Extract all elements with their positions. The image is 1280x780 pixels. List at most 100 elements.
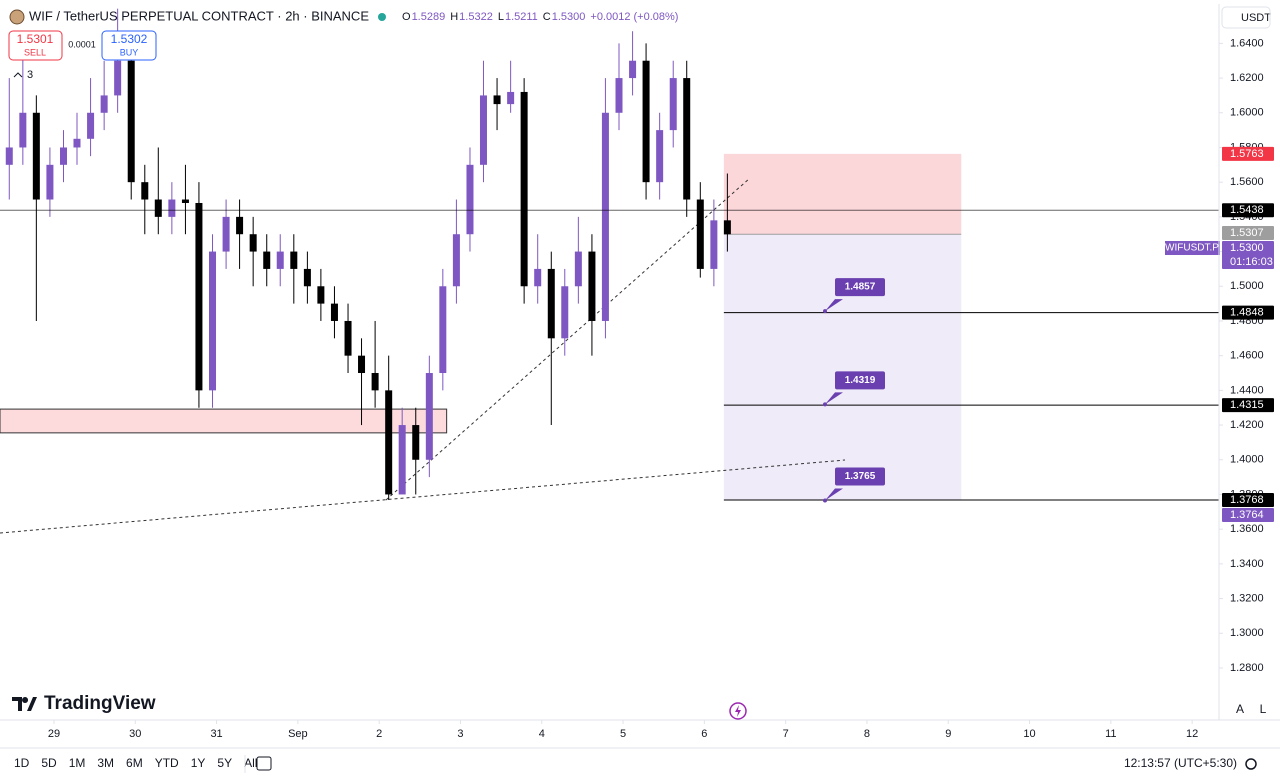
candle-body (466, 164, 474, 235)
buy-label: BUY (120, 47, 139, 57)
candle-body (46, 164, 54, 200)
candle-body (574, 251, 582, 287)
y-tick-label: 1.2800 (1230, 662, 1264, 674)
target-callout (835, 467, 885, 486)
target-pointer (825, 488, 843, 501)
x-tick-label: 8 (864, 728, 870, 740)
x-tick-label: 3 (457, 728, 463, 740)
trend-line (385, 177, 751, 501)
sell-button[interactable] (8, 30, 63, 61)
price-label: 1.4315 (1230, 399, 1264, 411)
date-range-icon[interactable] (256, 756, 272, 771)
period-button[interactable]: YTD (155, 756, 179, 770)
currency-button[interactable] (1221, 6, 1271, 29)
y-tick-label: 1.3000 (1230, 627, 1264, 639)
candle-body (547, 268, 555, 339)
y-tick-label: 1.3600 (1230, 523, 1264, 535)
ohlc-key: O (402, 11, 411, 23)
replay-icon[interactable] (729, 702, 747, 720)
price-label-bg (1222, 146, 1274, 161)
target-zone (723, 234, 962, 501)
x-tick-label: 12 (1186, 728, 1198, 740)
period-button[interactable]: 6M (126, 756, 143, 770)
ohlc-value: 1.5289 (412, 11, 446, 23)
y-tick-label: 1.4400 (1230, 384, 1264, 396)
price-label: 1.3764 (1230, 509, 1264, 521)
ohlc-change: +0.0012 (+0.08%) (590, 11, 678, 23)
collapse-icon[interactable] (13, 72, 23, 78)
x-tick-label: 4 (539, 728, 545, 740)
candle-body (344, 320, 352, 356)
period-button[interactable]: 5D (41, 756, 57, 770)
clock: 12:13:57 (UTC+5:30) (1124, 756, 1237, 770)
x-tick-label: 6 (701, 728, 707, 740)
currency[interactable]: USDT (1241, 12, 1271, 24)
ohlc-value: 1.5322 (459, 11, 493, 23)
y-tick-label: 1.4200 (1230, 419, 1264, 431)
spread: 0.0001 (68, 39, 96, 49)
symbol-title[interactable]: WIF / TetherUS PERPETUAL CONTRACT · 2h ·… (29, 8, 369, 23)
y-tick-label: 1.4600 (1230, 350, 1264, 362)
settings-icon[interactable] (1245, 758, 1257, 770)
x-tick-label: Sep (288, 728, 308, 740)
log-scale[interactable]: L (1260, 702, 1267, 716)
x-tick-label: 2 (376, 728, 382, 740)
period-button[interactable]: All (244, 756, 257, 770)
candle-body (168, 199, 176, 217)
ohlc-key: C (543, 11, 551, 23)
period-button[interactable]: 5Y (217, 756, 232, 770)
countdown: 01:16:03 (1230, 256, 1273, 268)
logo[interactable]: TradingView (44, 693, 156, 714)
auto-scale[interactable]: A (1236, 702, 1244, 716)
period-button[interactable]: 3M (97, 756, 114, 770)
target-anchor (823, 309, 827, 314)
price-label: 1.3768 (1230, 494, 1264, 506)
candle-body (154, 199, 162, 217)
candle-body (195, 202, 203, 391)
buy-button[interactable] (101, 30, 157, 61)
target-anchor (823, 498, 827, 503)
x-tick-label: 31 (210, 728, 222, 740)
candle-body (561, 286, 569, 339)
ohlc-value: 1.5300 (552, 11, 586, 23)
overlay-layer: 1.5763 1.5438 1.5307 1.5300 01:16:03 WIFUSDT.… (0, 146, 1274, 523)
candle-body (249, 234, 257, 252)
candle-body (303, 268, 311, 287)
candle-body (439, 286, 447, 374)
x-tick-label: 5 (620, 728, 626, 740)
candle-body (73, 138, 81, 148)
y-tick-label: 1.3400 (1230, 558, 1264, 570)
period-button[interactable]: 1M (69, 756, 86, 770)
candle-body (236, 216, 244, 235)
x-tick-label: 30 (129, 728, 141, 740)
candle-body (669, 78, 677, 131)
candle-body (127, 60, 135, 183)
candle-body (209, 251, 217, 391)
period-button[interactable]: 1Y (191, 756, 206, 770)
price-label-bg (1222, 398, 1274, 413)
symbol-label-bg (1165, 241, 1220, 256)
candles-layer (5, 8, 731, 501)
candle-body (385, 390, 393, 495)
candle-body (452, 234, 460, 287)
candle-body (317, 286, 325, 304)
candle-body (371, 373, 379, 391)
candle-body (588, 251, 596, 321)
x-tick-label: 10 (1023, 728, 1035, 740)
target-label: 1.4857 (845, 282, 876, 293)
indicator-count: 3 (27, 69, 33, 81)
target-callout (835, 371, 885, 390)
period-button[interactable]: 1D (14, 756, 30, 770)
buy-price: 1.5302 (111, 32, 148, 46)
candle-body (358, 355, 366, 374)
price-label: 1.5307 (1230, 227, 1264, 239)
stop-zone (723, 153, 962, 235)
candle-body (222, 216, 230, 252)
candle-body (412, 425, 420, 460)
candle-body (290, 251, 298, 269)
candle-body (32, 112, 40, 200)
price-label-bg (1222, 226, 1274, 241)
ohlc-value: 1.5211 (505, 11, 538, 23)
